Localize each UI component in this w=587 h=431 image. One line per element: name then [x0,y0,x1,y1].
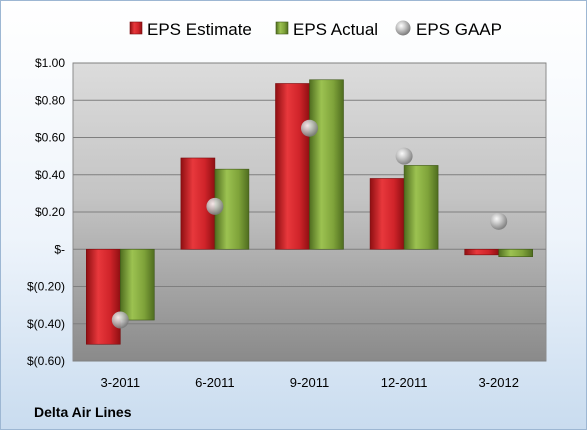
bar-eps-actual [498,248,534,257]
point-eps-gaap [206,197,224,215]
y-axis-ticks: $1.00 $0.80 $0.60 $0.40 $0.20 $- $(0.20) $(0.40… [27,56,65,368]
legend-label-eps-gaap: EPS GAAP [416,20,502,39]
y-tick-label: $(0.20) [27,280,65,294]
legend-label-eps-actual: EPS Actual [293,20,378,39]
bar-eps-estimate [464,248,500,256]
point-eps-gaap [301,119,318,137]
x-tick-label: 12-2011 [381,375,428,390]
bar-eps-actual [403,165,439,250]
legend-swatch-eps-estimate [129,21,143,35]
bar-eps-estimate [275,83,310,250]
y-tick-label: $0.20 [35,205,65,219]
bar-eps-estimate [86,248,121,345]
x-tick-label: 9-2011 [290,375,330,390]
bar-eps-actual [120,248,155,321]
x-tick-label: 6-2011 [195,375,235,390]
legend-swatch-eps-actual [275,21,289,35]
legend: EPS Estimate EPS Actual EPS GAAP [129,20,502,39]
x-tick-label: 3-2012 [478,375,518,390]
y-tick-label: $0.60 [35,131,65,145]
y-tick-label: $0.80 [35,93,65,107]
point-eps-gaap [490,212,508,230]
legend-swatch-eps-gaap [395,20,411,36]
legend-label-eps-estimate: EPS Estimate [147,20,252,39]
y-tick-label: $(0.60) [27,354,65,368]
y-tick-label: $- [54,242,65,256]
point-eps-gaap [395,147,413,165]
y-tick-label: $0.40 [35,168,65,182]
y-tick-label: $1.00 [35,56,65,70]
y-tick-label: $(0.40) [27,317,65,331]
gaap-points [111,119,508,329]
bar-eps-actual [309,79,344,250]
point-eps-gaap [111,311,129,329]
x-tick-label: 3-2011 [101,375,141,390]
bar-eps-estimate [369,178,405,250]
x-axis-labels: 3-2011 6-2011 9-2011 12-2011 3-2012 [101,375,519,390]
company-name: Delta Air Lines [34,404,132,420]
